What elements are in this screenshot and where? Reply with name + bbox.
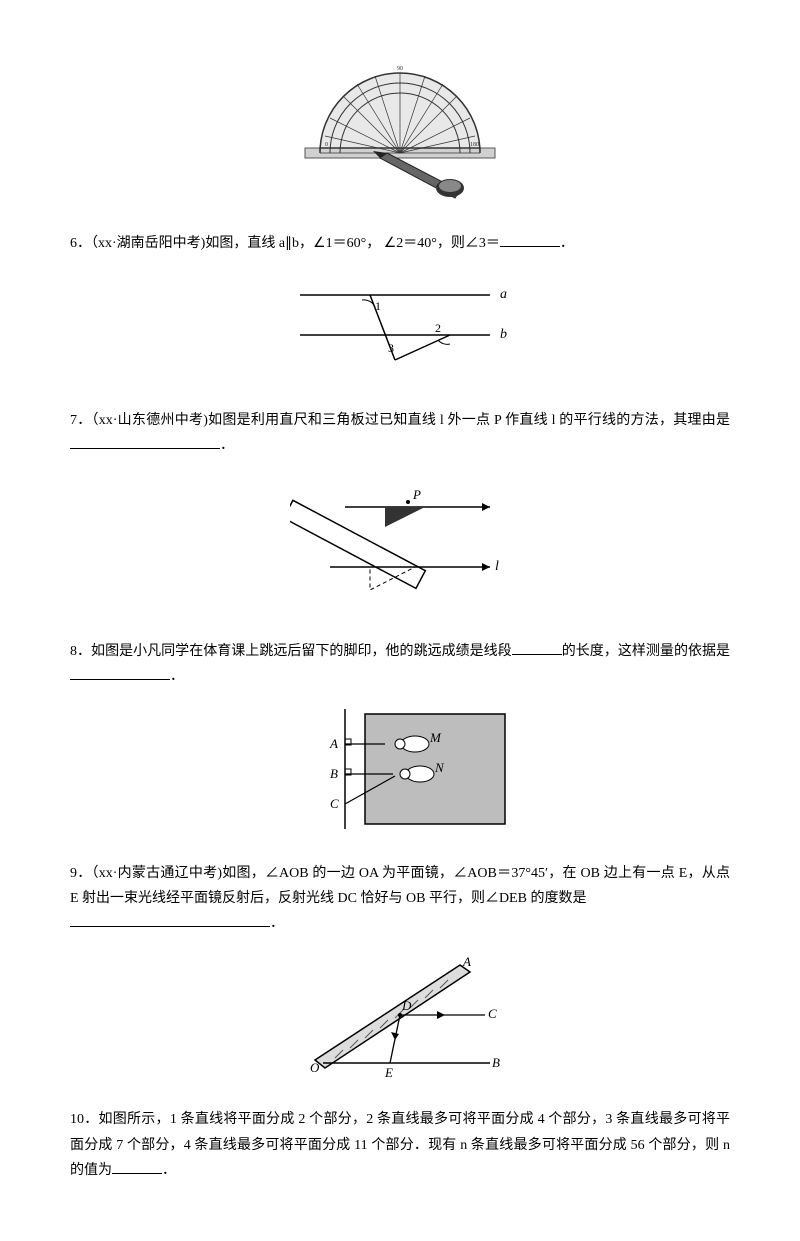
q9-label-D: D (401, 998, 412, 1013)
q7-text: 7 ． （xx·山东德州中考)如图是利用直尺和三角板过已知直线 l 外一点 P 作直… (70, 408, 730, 458)
q9-label-E: E (384, 1065, 393, 1080)
q9-label-B: B (492, 1055, 500, 1070)
svg-text:0: 0 (325, 142, 328, 148)
q8-svg: A B C M N (285, 704, 515, 834)
q6-svg: a b 1 2 3 (280, 270, 520, 380)
q10-blank (112, 1159, 162, 1174)
q8-end: ． (170, 669, 184, 684)
question-6: 6 ． （xx·湖南岳阳中考)如图，直线 a∥b，∠1＝60°， ∠2＝40°，则∠… (70, 231, 730, 389)
figure-protractor: 90 0 180 (70, 48, 730, 217)
q7-label-l: l (495, 559, 499, 574)
q7-body: 如图是利用直尺和三角板过已知直线 l 外一点 P 作直线 l 的平行线的方法，其… (208, 413, 730, 428)
q8-label-B: B (330, 766, 338, 781)
q8-text: 8．如图是小凡同学在体育课上跳远后留下的脚印，他的跳远成绩是线段 的长度，这样测量… (70, 639, 730, 689)
q6-angle3: 3 (388, 341, 394, 355)
q7-blank (70, 434, 220, 449)
q10-num: 10 (70, 1112, 84, 1127)
q7-end: ． (220, 438, 234, 453)
svg-text:90: 90 (397, 66, 403, 72)
q6-label-a: a (500, 287, 507, 302)
q6-body: 如图，直线 a∥b，∠1＝60°， ∠2＝40°，则∠3＝ (205, 236, 500, 251)
q8-body-a: ．如图是小凡同学在体育课上跳远后留下的脚印，他的跳远成绩是线段 (77, 644, 512, 659)
question-8: 8．如图是小凡同学在体育课上跳远后留下的脚印，他的跳远成绩是线段 的长度，这样测量… (70, 639, 730, 843)
q6-blank (500, 232, 560, 247)
q8-blank2 (70, 665, 170, 680)
q10-end: ． (162, 1163, 176, 1178)
figure-q7: P l (70, 472, 730, 621)
q9-blank (70, 912, 270, 927)
q9-label-C: C (488, 1006, 497, 1021)
q8-num: 8 (70, 644, 77, 659)
q6-angle2: 2 (435, 321, 441, 335)
q6-source: （xx·湖南岳阳中考) (91, 236, 205, 251)
q9-svg: A B C D E O (295, 950, 505, 1080)
q8-label-C: C (330, 796, 339, 811)
question-7: 7 ． （xx·山东德州中考)如图是利用直尺和三角板过已知直线 l 外一点 P 作直… (70, 408, 730, 622)
q6-num: 6 (70, 236, 77, 251)
q9-label-A: A (462, 954, 471, 969)
svg-text:180: 180 (470, 142, 479, 148)
q7-num: 7 (70, 413, 77, 428)
q8-blank1 (512, 640, 562, 655)
figure-q6: a b 1 2 3 (70, 270, 730, 389)
q6-label-b: b (500, 327, 507, 342)
q6-angle1: 1 (375, 299, 381, 313)
q9-end: ． (270, 916, 284, 931)
q7-label-P: P (412, 487, 421, 502)
q9-text: 9．（xx·内蒙古通辽中考)如图，∠AOB 的一边 OA 为平面镜，∠AOB＝3… (70, 861, 730, 937)
figure-q8: A B C M N (70, 704, 730, 843)
q6-text: 6 ． （xx·湖南岳阳中考)如图，直线 a∥b，∠1＝60°， ∠2＝40°，则∠… (70, 231, 730, 256)
q10-text: 10．如图所示，1 条直线将平面分成 2 个部分，2 条直线最多可将平面分成 4… (70, 1107, 730, 1183)
q8-label-M: M (429, 730, 442, 745)
figure-q9: A B C D E O (70, 950, 730, 1089)
q8-label-A: A (329, 736, 338, 751)
q8-body-b: 的长度，这样测量的依据是 (562, 644, 730, 659)
q9-label-O: O (310, 1060, 320, 1075)
protractor-svg: 90 0 180 (295, 48, 505, 208)
q9-num: 9 (70, 866, 77, 881)
q9-source: （xx·内蒙古通辽中考) (92, 866, 223, 881)
question-9: 9．（xx·内蒙古通辽中考)如图，∠AOB 的一边 OA 为平面镜，∠AOB＝3… (70, 861, 730, 1090)
q8-label-N: N (434, 760, 445, 775)
q7-svg: P l (290, 472, 510, 612)
q6-end: ． (560, 236, 574, 251)
q7-source: （xx·山东德州中考) (92, 413, 208, 428)
question-10: 10．如图所示，1 条直线将平面分成 2 个部分，2 条直线最多可将平面分成 4… (70, 1107, 730, 1183)
